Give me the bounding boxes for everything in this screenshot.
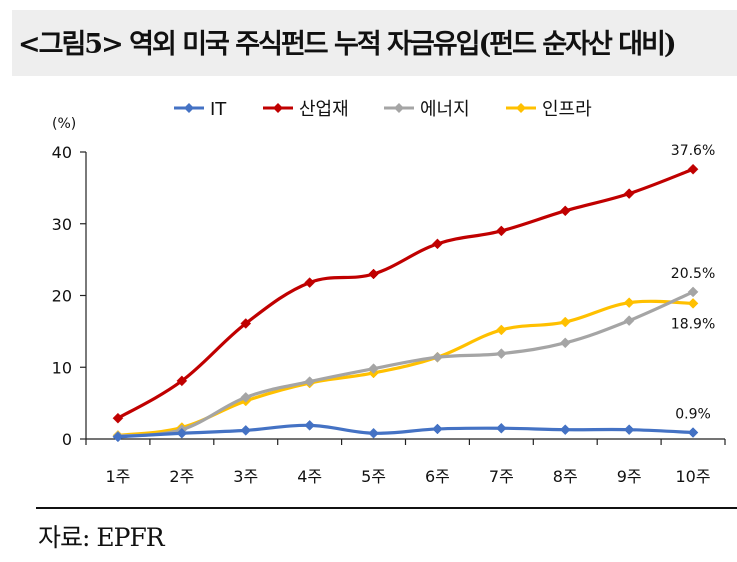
chart-annotations: 37.6% 20.5% 18.9% 0.9% bbox=[671, 143, 715, 422]
series-IT bbox=[112, 420, 699, 443]
data-point bbox=[687, 427, 699, 438]
data-point bbox=[559, 424, 571, 436]
series-line bbox=[117, 290, 694, 438]
data-point bbox=[432, 351, 443, 363]
x-tick-label: 3주 bbox=[233, 467, 258, 486]
data-point bbox=[623, 297, 635, 309]
data-point bbox=[432, 238, 443, 250]
legend-swatch-marker bbox=[184, 103, 194, 113]
source-note: 자료: EPFR bbox=[38, 523, 165, 552]
data-point bbox=[687, 298, 699, 309]
data-point bbox=[623, 315, 635, 326]
data-point bbox=[559, 337, 571, 349]
x-tick-label: 10주 bbox=[676, 467, 711, 486]
data-point bbox=[559, 205, 571, 217]
data-point bbox=[495, 225, 507, 237]
x-tick-label: 2주 bbox=[169, 467, 194, 486]
data-point bbox=[559, 316, 571, 328]
legend-label: IT bbox=[210, 99, 227, 120]
data-point bbox=[495, 324, 507, 336]
x-tick-label: 7주 bbox=[489, 467, 514, 486]
y-tick-label: 10 bbox=[52, 358, 72, 377]
x-tick-label: 1주 bbox=[105, 467, 130, 486]
x-tick-label: 8주 bbox=[553, 467, 578, 486]
series-산업재 bbox=[112, 163, 699, 424]
line-chart: IT 산업재 에너지 인프라 (%) 0 10 20 30 40 1주 2주 3주 4주 5주 6주 7주 8… bbox=[52, 99, 726, 486]
data-point bbox=[432, 423, 443, 435]
data-point bbox=[304, 376, 316, 387]
data-point bbox=[623, 424, 635, 436]
y-tick-label: 20 bbox=[52, 287, 72, 306]
chart-axes: 0 10 20 30 40 1주 2주 3주 4주 5주 6주 7주 8주 9주 10주 bbox=[52, 143, 726, 486]
figure-title: <그림5> 역외 미국 주식펀드 누적 자금유입(펀드 순자산 대비) bbox=[18, 29, 677, 60]
data-label-인프라: 18.9% bbox=[671, 316, 715, 332]
series-line bbox=[117, 167, 694, 420]
data-point bbox=[368, 427, 379, 439]
y-axis-unit-label: (%) bbox=[52, 116, 76, 132]
legend-item-에너지: 에너지 bbox=[384, 99, 470, 120]
data-point bbox=[240, 318, 252, 329]
data-label-IT: 0.9% bbox=[675, 407, 711, 423]
legend-label: 산업재 bbox=[299, 99, 349, 120]
data-point bbox=[687, 163, 699, 175]
legend-item-산업재: 산업재 bbox=[263, 99, 349, 120]
y-tick-label: 40 bbox=[52, 143, 72, 162]
y-tick-label: 0 bbox=[62, 430, 72, 449]
data-point bbox=[368, 268, 379, 280]
legend-label: 인프라 bbox=[542, 99, 592, 120]
x-tick-label: 6주 bbox=[425, 467, 450, 486]
data-point bbox=[304, 420, 316, 431]
series-line bbox=[117, 299, 694, 438]
y-tick-label: 30 bbox=[52, 215, 72, 234]
data-point bbox=[176, 375, 188, 387]
data-point bbox=[176, 427, 188, 439]
chart-legend: IT 산업재 에너지 인프라 bbox=[174, 99, 592, 120]
legend-item-IT: IT bbox=[174, 99, 227, 120]
legend-swatch-marker bbox=[516, 103, 526, 113]
x-tick-label: 5주 bbox=[361, 467, 386, 486]
data-point bbox=[623, 188, 635, 199]
data-point bbox=[368, 363, 379, 375]
chart-series bbox=[112, 163, 699, 443]
x-tick-label: 4주 bbox=[297, 467, 322, 486]
legend-item-인프라: 인프라 bbox=[506, 99, 592, 120]
data-point bbox=[240, 392, 252, 403]
data-label-에너지: 20.5% bbox=[671, 266, 715, 282]
legend-label: 에너지 bbox=[420, 99, 470, 120]
legend-swatch-marker bbox=[273, 103, 283, 113]
data-point bbox=[304, 277, 316, 288]
series-인프라 bbox=[112, 297, 699, 441]
data-label-산업재: 37.6% bbox=[671, 143, 715, 159]
x-tick-label: 9주 bbox=[617, 467, 642, 486]
data-point bbox=[687, 286, 699, 298]
data-point bbox=[112, 412, 124, 424]
data-point bbox=[495, 348, 507, 359]
legend-swatch-marker bbox=[394, 103, 404, 113]
source-divider bbox=[36, 507, 737, 509]
series-line bbox=[117, 423, 694, 439]
data-point bbox=[112, 431, 124, 443]
title-bar: <그림5> 역외 미국 주식펀드 누적 자금유입(펀드 순자산 대비) bbox=[12, 10, 737, 76]
data-point bbox=[240, 425, 252, 436]
data-point bbox=[495, 422, 507, 434]
